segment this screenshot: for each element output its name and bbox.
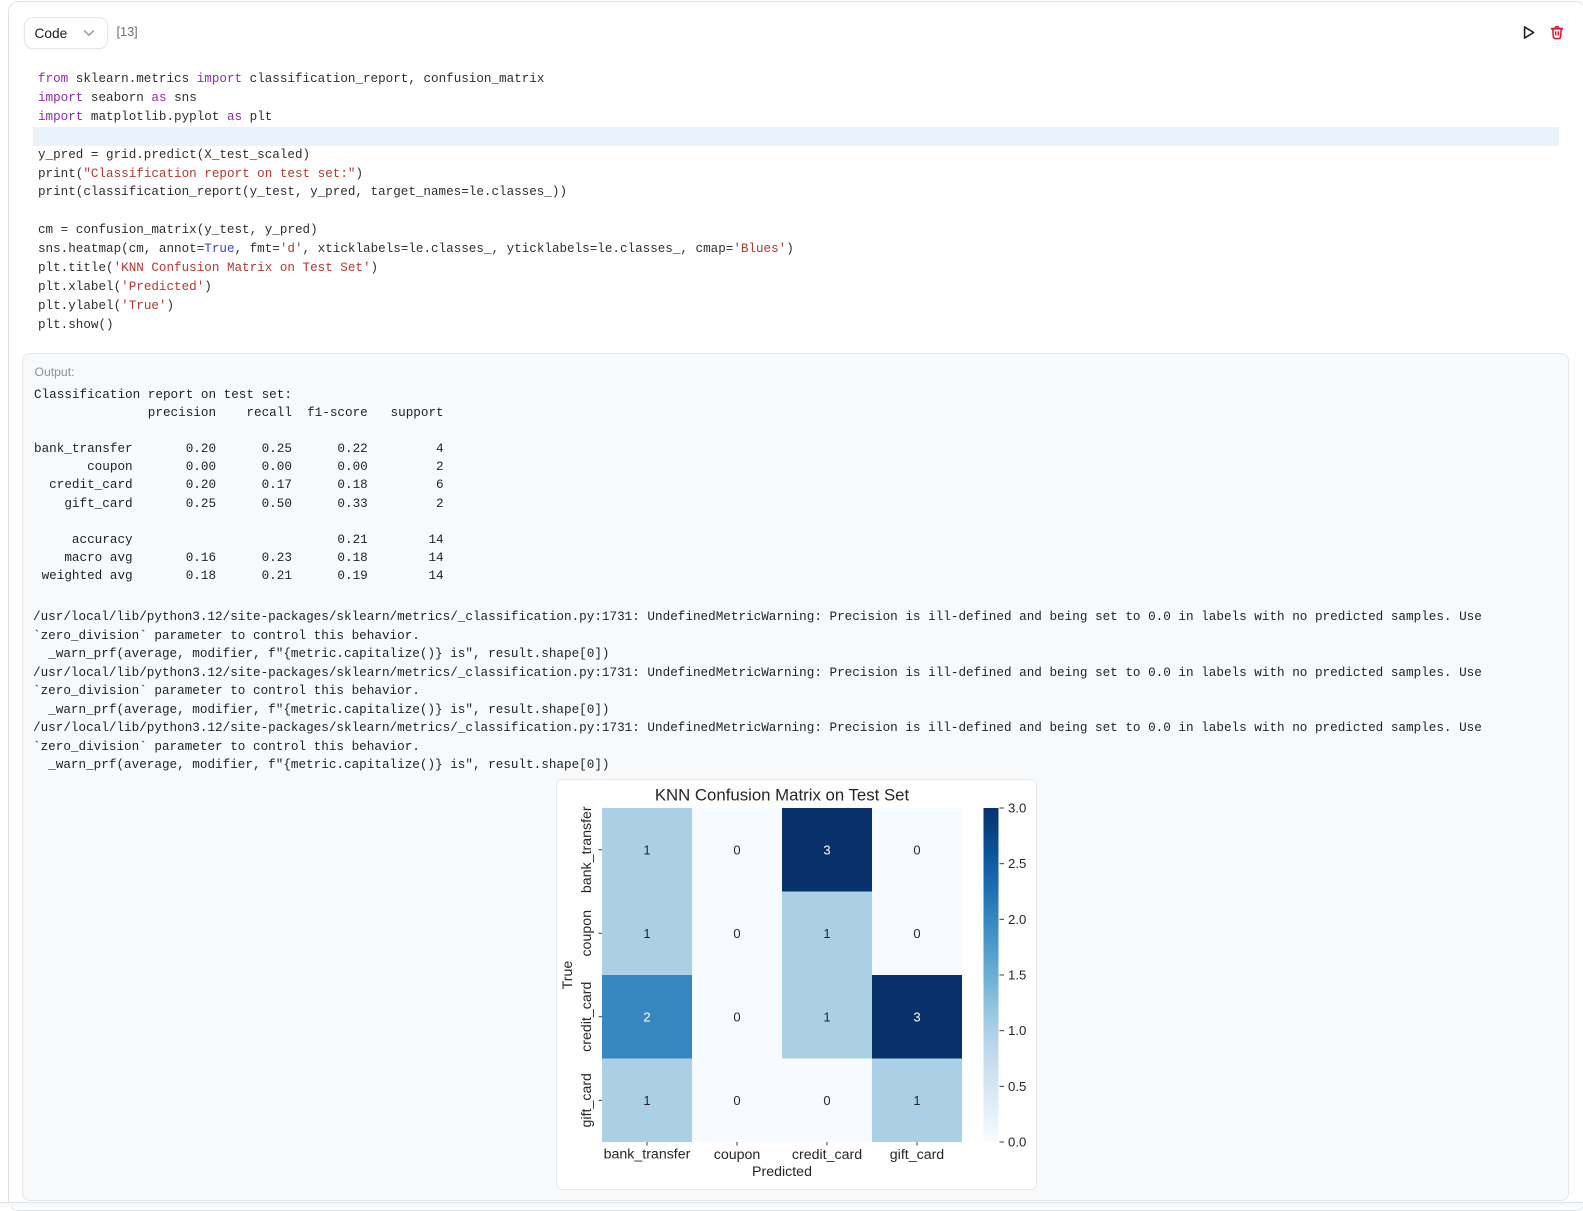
svg-text:0: 0	[823, 1093, 830, 1108]
svg-text:0: 0	[733, 1009, 740, 1024]
svg-text:1: 1	[643, 842, 650, 857]
svg-text:0.0: 0.0	[1008, 1135, 1026, 1150]
svg-text:1.0: 1.0	[1008, 1023, 1026, 1038]
svg-text:gift_card: gift_card	[579, 1073, 595, 1127]
svg-text:True: True	[560, 961, 576, 990]
svg-text:2: 2	[643, 1009, 650, 1024]
svg-text:3.0: 3.0	[1008, 801, 1026, 816]
svg-text:bank_transfer: bank_transfer	[579, 806, 595, 893]
svg-text:2.5: 2.5	[1008, 856, 1026, 871]
svg-text:1: 1	[823, 926, 830, 941]
svg-text:3: 3	[913, 1009, 920, 1024]
svg-text:0.5: 0.5	[1008, 1079, 1026, 1094]
svg-text:Predicted: Predicted	[752, 1164, 812, 1180]
svg-text:0: 0	[733, 1093, 740, 1108]
svg-text:coupon: coupon	[714, 1147, 761, 1163]
svg-text:credit_card: credit_card	[579, 982, 595, 1052]
svg-text:1: 1	[913, 1093, 920, 1108]
svg-text:credit_card: credit_card	[792, 1147, 862, 1163]
svg-text:3: 3	[823, 842, 830, 857]
svg-text:0: 0	[913, 842, 920, 857]
svg-text:KNN Confusion Matrix on Test S: KNN Confusion Matrix on Test Set	[655, 785, 910, 804]
svg-text:coupon: coupon	[579, 910, 595, 957]
svg-text:1: 1	[823, 1009, 830, 1024]
svg-text:gift_card: gift_card	[890, 1147, 944, 1163]
svg-text:2.0: 2.0	[1008, 912, 1026, 927]
svg-text:0: 0	[913, 926, 920, 941]
svg-text:bank_transfer: bank_transfer	[604, 1147, 691, 1163]
svg-text:0: 0	[733, 926, 740, 941]
svg-text:1: 1	[643, 926, 650, 941]
svg-text:0: 0	[733, 842, 740, 857]
svg-text:1: 1	[643, 1093, 650, 1108]
svg-text:1.5: 1.5	[1008, 968, 1026, 983]
